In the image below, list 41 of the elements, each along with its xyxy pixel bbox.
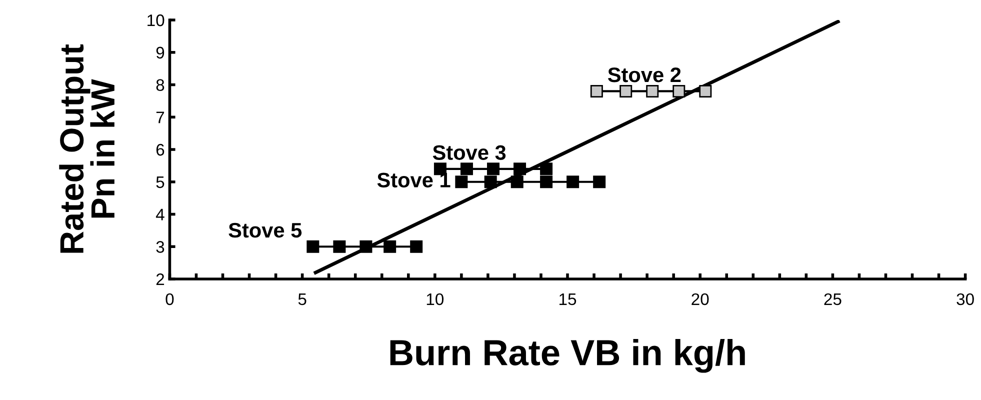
series-label: Stove 2 xyxy=(608,67,681,82)
point xyxy=(455,176,468,188)
point xyxy=(333,240,346,253)
x-tick-label: 25 xyxy=(824,293,842,306)
point xyxy=(620,84,632,98)
x-tick-label: 20 xyxy=(692,293,709,306)
x-tick-label: 10 xyxy=(426,293,444,306)
point xyxy=(410,240,423,253)
point xyxy=(384,240,396,253)
point xyxy=(590,84,603,98)
y-tick-label: 4 xyxy=(156,208,164,220)
series-label: Stove 3 xyxy=(432,145,506,160)
point xyxy=(306,240,320,253)
y-tick-label: 8 xyxy=(156,79,164,91)
y-tick-label: 2 xyxy=(156,273,164,286)
point xyxy=(510,176,524,188)
x-tick-label: 5 xyxy=(298,294,306,306)
point xyxy=(540,162,553,176)
point xyxy=(646,84,659,98)
point xyxy=(484,176,497,188)
y-tick-label: 9 xyxy=(156,46,164,59)
y-tick-label: 10 xyxy=(148,14,164,26)
y-tick-label: 6 xyxy=(156,144,164,156)
point xyxy=(360,240,372,253)
y-axis-title: Rated Output Pn in kW xyxy=(59,44,114,253)
series-label: Stove 5 xyxy=(228,222,302,238)
point xyxy=(514,162,526,176)
x-tick-label: 30 xyxy=(956,293,974,306)
point xyxy=(672,84,686,98)
point xyxy=(487,162,500,176)
x-tick-label: 15 xyxy=(560,294,576,306)
y-tick-label: 7 xyxy=(156,112,164,124)
point xyxy=(699,84,712,98)
x-axis-title: Burn Rate VB in kg/h xyxy=(390,338,745,373)
point xyxy=(566,176,580,188)
point xyxy=(593,176,606,188)
x-tick-label: 0 xyxy=(166,293,174,306)
y-tick-label: 3 xyxy=(156,241,164,253)
point xyxy=(460,162,473,176)
y-tick-label: 5 xyxy=(156,176,164,188)
point xyxy=(540,176,553,188)
